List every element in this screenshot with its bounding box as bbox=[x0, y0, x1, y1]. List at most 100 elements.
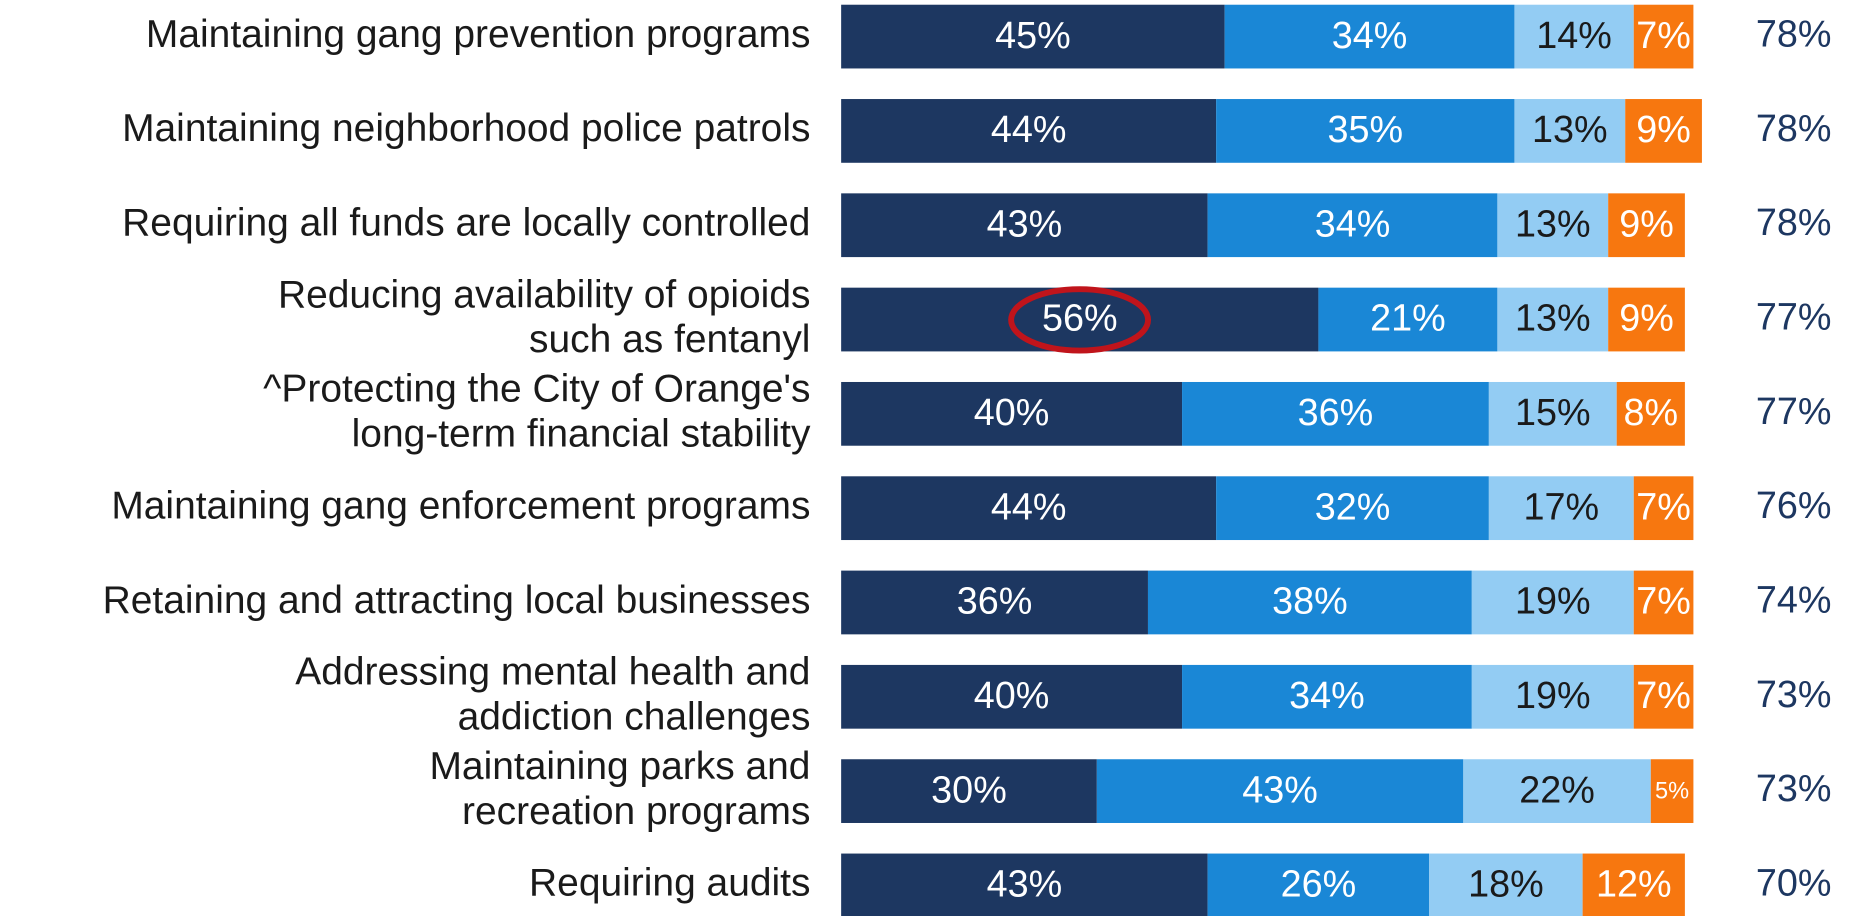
bar-segment bbox=[1182, 381, 1489, 446]
value-label: 45% bbox=[995, 15, 1071, 57]
bar-segment bbox=[1497, 193, 1609, 258]
bar-segment bbox=[1488, 476, 1634, 541]
value-label: 9% bbox=[1636, 109, 1691, 151]
bar-segment bbox=[1471, 570, 1634, 635]
bar-segment bbox=[1207, 193, 1498, 258]
bar-segment bbox=[1216, 476, 1489, 541]
bar-segment bbox=[841, 853, 1208, 916]
total-label: 74% bbox=[1756, 579, 1832, 621]
category-label: ^Protecting the City of Orange's bbox=[263, 368, 810, 411]
bar-segment bbox=[1633, 476, 1694, 541]
bar-segment bbox=[841, 4, 1225, 69]
value-label: 19% bbox=[1515, 581, 1591, 623]
highlight-circle bbox=[1008, 286, 1152, 354]
value-label: 38% bbox=[1272, 581, 1348, 623]
bar-segment bbox=[841, 570, 1148, 635]
total-label: 78% bbox=[1756, 202, 1832, 244]
value-label: 7% bbox=[1636, 486, 1691, 528]
value-label: 12% bbox=[1596, 864, 1672, 906]
value-label: 36% bbox=[957, 581, 1033, 623]
value-label: 15% bbox=[1515, 392, 1591, 434]
bar-segment bbox=[1429, 853, 1583, 916]
total-label: 78% bbox=[1756, 108, 1832, 150]
value-label: 22% bbox=[1519, 769, 1595, 811]
value-label: 34% bbox=[1289, 675, 1365, 717]
value-label: 7% bbox=[1636, 15, 1691, 57]
category-label: Maintaining gang enforcement programs bbox=[111, 484, 810, 527]
total-label: 78% bbox=[1756, 14, 1832, 56]
bar-segment bbox=[1096, 759, 1464, 823]
value-label: 8% bbox=[1623, 392, 1678, 434]
bar-segment bbox=[1182, 664, 1472, 729]
value-label: 36% bbox=[1298, 392, 1374, 434]
value-label: 7% bbox=[1636, 675, 1691, 717]
bar-segment bbox=[1582, 853, 1685, 916]
total-label: 76% bbox=[1756, 485, 1832, 527]
value-label: 30% bbox=[931, 769, 1007, 811]
category-label: Maintaining parks and bbox=[430, 745, 811, 788]
bar-segment bbox=[1216, 99, 1515, 163]
total-label: 77% bbox=[1756, 297, 1832, 339]
category-label: Maintaining gang prevention programs bbox=[146, 13, 811, 56]
value-label: 7% bbox=[1636, 581, 1691, 623]
category-label: Requiring audits bbox=[529, 862, 810, 905]
value-label: 40% bbox=[974, 392, 1050, 434]
bars: Maintaining gang prevention programs 45% 3… bbox=[103, 4, 1832, 916]
bar-segment bbox=[1471, 664, 1634, 729]
value-label: 34% bbox=[1332, 15, 1408, 57]
bar-segment bbox=[841, 193, 1208, 258]
bar-segment bbox=[1625, 99, 1702, 163]
bar-segment bbox=[1616, 381, 1685, 446]
bar-segment bbox=[841, 99, 1217, 163]
total-label: 70% bbox=[1756, 862, 1832, 904]
category-label: long-term financial stability bbox=[352, 413, 811, 456]
category-label: Addressing mental health and bbox=[295, 651, 810, 694]
total-label: 77% bbox=[1756, 391, 1832, 433]
total-label: 73% bbox=[1756, 674, 1832, 716]
bar-segment bbox=[1147, 570, 1472, 635]
bar-segment bbox=[841, 476, 1217, 541]
value-label: 34% bbox=[1315, 203, 1391, 245]
value-label: 13% bbox=[1515, 298, 1591, 340]
bar-segment bbox=[1463, 759, 1651, 823]
bar-segment bbox=[1488, 381, 1617, 446]
value-label: 56% bbox=[1042, 298, 1118, 340]
category-label: Requiring all funds are locally controll… bbox=[122, 202, 810, 245]
bar-segment bbox=[1608, 287, 1685, 352]
value-label: 40% bbox=[974, 675, 1050, 717]
value-label: 43% bbox=[987, 203, 1063, 245]
category-label: Retaining and attracting local businesse… bbox=[103, 579, 811, 622]
bar-segment bbox=[1633, 664, 1694, 729]
value-label: 35% bbox=[1327, 109, 1403, 151]
bar-segment bbox=[841, 381, 1183, 446]
bar-segment bbox=[1318, 287, 1498, 352]
value-label: 44% bbox=[991, 486, 1067, 528]
value-label: 32% bbox=[1315, 486, 1391, 528]
value-label: 5% bbox=[1655, 779, 1689, 805]
category-label: Reducing availability of opioids bbox=[278, 273, 810, 316]
bar-segment bbox=[1497, 287, 1609, 352]
category-label: recreation programs bbox=[462, 790, 810, 833]
value-label: 43% bbox=[987, 864, 1063, 906]
bar-segment bbox=[1207, 853, 1430, 916]
bar-segment bbox=[841, 759, 1097, 823]
value-label: 43% bbox=[1242, 769, 1318, 811]
value-label: 13% bbox=[1532, 109, 1608, 151]
value-label: 19% bbox=[1515, 675, 1591, 717]
value-label: 14% bbox=[1536, 15, 1612, 57]
bar-segment bbox=[1633, 570, 1694, 635]
value-label: 21% bbox=[1370, 298, 1446, 340]
value-label: 26% bbox=[1281, 864, 1357, 906]
total-label: 73% bbox=[1756, 768, 1832, 810]
bar-segment bbox=[1633, 4, 1694, 69]
category-label: addiction challenges bbox=[458, 696, 811, 739]
bar-segment bbox=[1224, 4, 1515, 69]
category-label: such as fentanyl bbox=[529, 318, 810, 361]
value-label: 13% bbox=[1515, 203, 1591, 245]
value-label: 18% bbox=[1468, 864, 1544, 906]
bar-segment bbox=[1514, 99, 1626, 163]
bar-segment bbox=[1650, 759, 1694, 823]
category-label: Maintaining neighborhood police patrols bbox=[122, 107, 810, 150]
bar-segment bbox=[1514, 4, 1634, 69]
